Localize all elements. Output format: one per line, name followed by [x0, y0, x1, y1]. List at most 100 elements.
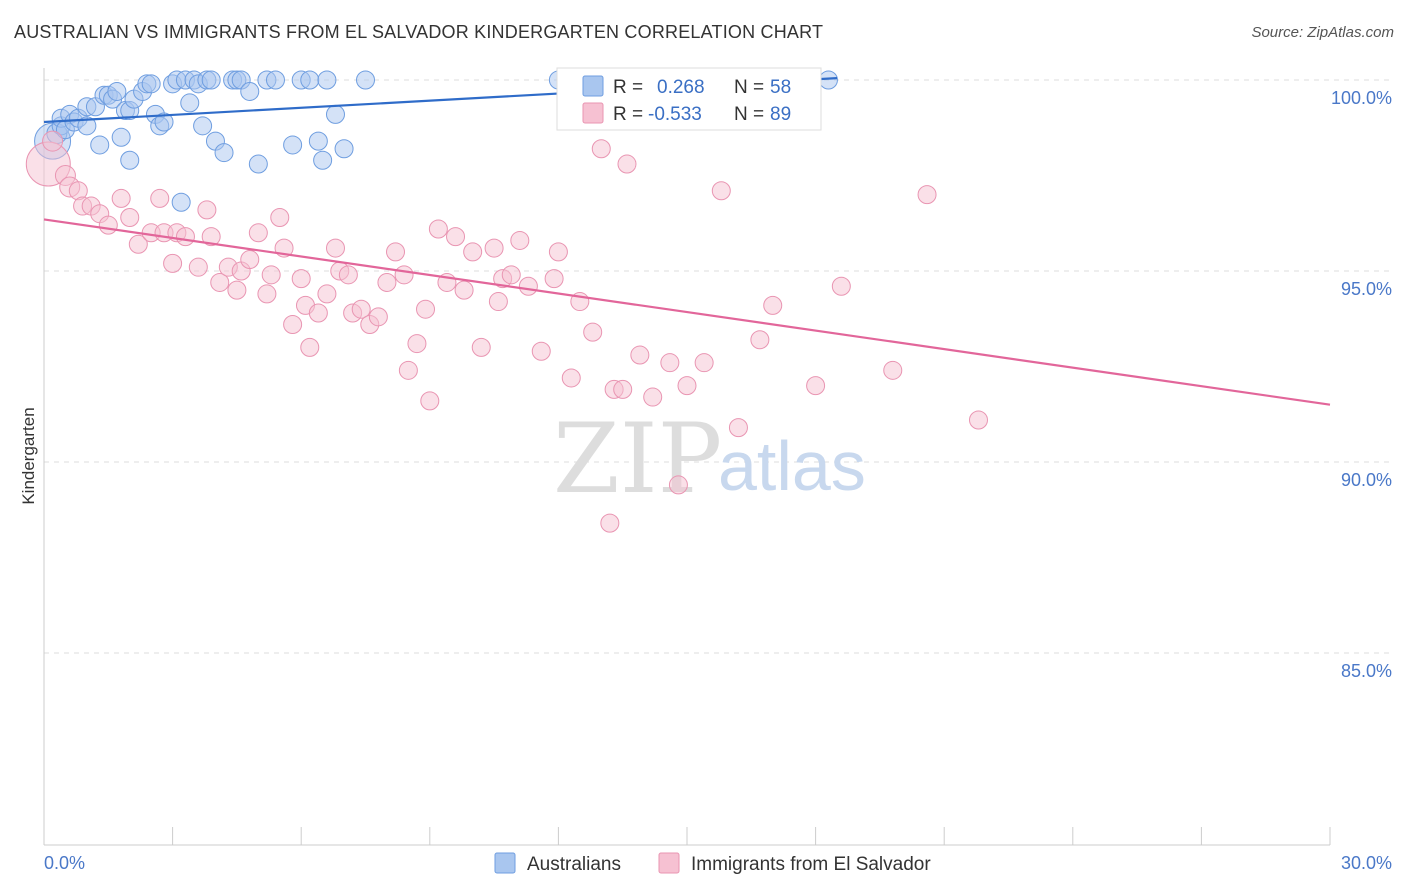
legend-n-value-el-salvador: 89 [770, 104, 791, 125]
data-point [201, 227, 221, 247]
data-point [351, 299, 371, 319]
data-point [416, 299, 436, 319]
data-point [531, 341, 551, 361]
data-point [368, 307, 388, 327]
y-axis-label: Kindergarten [19, 407, 38, 504]
data-point [308, 131, 328, 151]
y-tick-label-90: 90.0% [1341, 470, 1392, 490]
data-point [111, 188, 131, 208]
series-australians [34, 70, 838, 212]
legend-n-label-australians: N = [734, 77, 764, 98]
data-point [750, 330, 770, 350]
data-point [694, 353, 714, 373]
data-point [338, 265, 358, 285]
chart-title: AUSTRALIAN VS IMMIGRANTS FROM EL SALVADO… [14, 22, 824, 42]
data-point [398, 360, 418, 380]
legend-swatch-el-salvador [582, 102, 604, 124]
legend-r-label-australians: R = [613, 77, 643, 98]
data-point [107, 81, 127, 101]
data-point [214, 143, 234, 163]
series-legend: Australians Immigrants from El Salvador [494, 852, 931, 875]
y-tick-label-95: 95.0% [1341, 279, 1392, 299]
data-point [488, 292, 508, 312]
x-tick-label-min: 0.0% [44, 853, 85, 873]
watermark-atlas: atlas [718, 427, 866, 505]
data-point [325, 104, 345, 124]
y-tick-label-100: 100.0% [1331, 88, 1392, 108]
data-point [120, 208, 140, 228]
data-point [248, 223, 268, 243]
data-point [90, 135, 110, 155]
data-point [583, 322, 603, 342]
data-point [317, 70, 337, 90]
data-point [617, 154, 637, 174]
data-point [454, 280, 474, 300]
data-point [428, 219, 448, 239]
x-tick-label-max: 30.0% [1341, 853, 1392, 873]
data-point [283, 135, 303, 155]
data-point [518, 276, 538, 296]
data-point [377, 272, 397, 292]
stats-legend: R = 0.268 N = 58 R = -0.533 N = 89 [556, 67, 822, 131]
data-point [677, 376, 697, 396]
data-point [668, 475, 688, 495]
data-point [407, 334, 427, 354]
data-point [394, 265, 414, 285]
data-point [308, 303, 328, 323]
data-point [917, 185, 937, 205]
trend-line-el-salvador [43, 218, 1331, 406]
data-point [201, 70, 221, 90]
data-point [463, 242, 483, 262]
data-point [300, 70, 320, 90]
data-point [446, 227, 466, 247]
data-point [630, 345, 650, 365]
data-point [728, 418, 748, 438]
legend-n-label-el-salvador: N = [734, 104, 764, 125]
data-point [484, 238, 504, 258]
legend-r-label-el-salvador: R = [613, 104, 643, 125]
data-point [171, 192, 191, 212]
data-point [591, 139, 611, 159]
axes: 0.0% 30.0% [43, 68, 1392, 873]
data-point [317, 284, 337, 304]
data-point [300, 337, 320, 357]
data-point [261, 265, 281, 285]
data-point [883, 360, 903, 380]
data-point [197, 200, 217, 220]
data-point [227, 280, 247, 300]
data-point [643, 387, 663, 407]
data-point [270, 208, 290, 228]
data-point [283, 314, 303, 334]
data-point [180, 93, 200, 113]
series-legend-swatch-el-salvador [658, 852, 680, 874]
series-el-salvador [25, 130, 988, 533]
data-point [257, 284, 277, 304]
data-point [240, 81, 260, 101]
data-point [163, 253, 183, 273]
data-point [77, 116, 97, 136]
data-point [240, 250, 260, 270]
data-point [548, 242, 568, 262]
data-point [968, 410, 988, 430]
data-point [128, 234, 148, 254]
data-point [175, 227, 195, 247]
data-point [248, 154, 268, 174]
data-point [561, 368, 581, 388]
data-point [660, 353, 680, 373]
data-point [313, 150, 333, 170]
data-point [325, 238, 345, 258]
data-point [471, 337, 491, 357]
data-point [111, 127, 131, 147]
y-tick-label-85: 85.0% [1341, 661, 1392, 681]
data-point [831, 276, 851, 296]
legend-swatch-australians [582, 75, 604, 97]
data-point [291, 269, 311, 289]
data-point [265, 70, 285, 90]
watermark-zip: ZIP [553, 403, 722, 515]
series-legend-label-el-salvador: Immigrants from El Salvador [691, 854, 931, 875]
data-point [193, 116, 213, 136]
series-legend-label-australians: Australians [527, 854, 621, 875]
data-point [711, 181, 731, 201]
legend-r-value-australians: 0.268 [657, 77, 705, 98]
